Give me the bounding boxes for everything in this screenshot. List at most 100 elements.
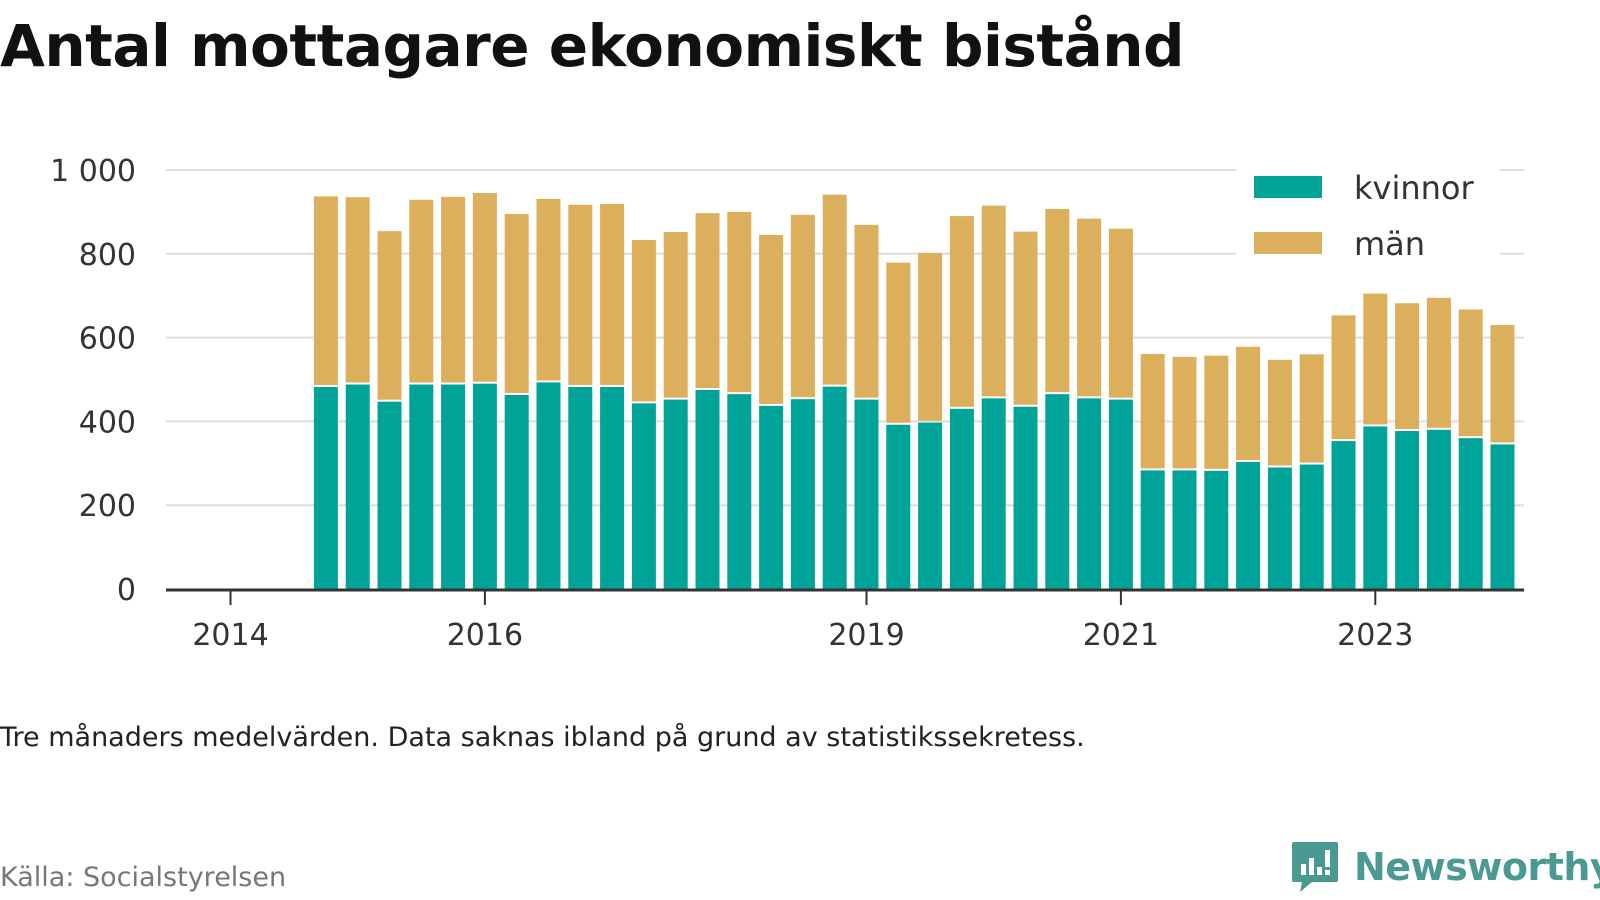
bar-man [631,239,656,402]
bar-kvinnor [1490,444,1515,589]
bar-man [1395,303,1420,430]
bar-kvinnor [377,401,402,589]
bar-man [1172,356,1197,469]
bar-man [886,262,911,423]
bar-man [727,211,752,393]
bar-man [1363,293,1388,425]
bar-man [472,193,497,382]
x-tick-label: 2016 [447,618,523,653]
bar-kvinnor [1299,464,1324,589]
legend-man-swatch [1254,232,1322,254]
x-tick-label: 2023 [1337,618,1413,653]
bar-kvinnor [472,383,497,589]
bar-kvinnor [790,399,815,589]
bar-kvinnor [886,424,911,589]
y-tick-label: 400 [79,405,136,440]
bar-man [949,216,974,407]
legend-kvinnor-swatch [1254,176,1322,198]
bar-man [345,197,370,383]
newsworthy-logo-icon [1292,842,1338,892]
bar-man [790,214,815,398]
source-label: Källa: Socialstyrelsen [0,862,287,893]
bar-kvinnor [949,408,974,589]
bar-kvinnor [1267,467,1292,589]
bar-kvinnor [1363,426,1388,589]
bar-kvinnor [1077,398,1102,589]
newsworthy-logo: Newsworthy [1290,840,1600,894]
bar-man [854,224,879,398]
y-tick-label: 1 000 [50,154,136,189]
chart-note: Tre månaders medelvärden. Data saknas ib… [0,722,1085,753]
bar-man [1458,309,1483,437]
x-tick-label: 2014 [192,618,268,653]
y-tick-label: 200 [79,489,136,524]
brand-name: Newsworthy [1354,845,1600,889]
bar-kvinnor [1458,438,1483,589]
bar-kvinnor [313,387,338,589]
bar-kvinnor [1395,431,1420,589]
bar-man [1013,231,1038,405]
legend-man-label: män [1354,225,1425,263]
stacked-bar-chart: 0 200 400 600 800 1 000 2014 2016 2019 2021 2023 k… [50,154,1524,653]
x-tick-label: 2019 [828,618,904,653]
bar-man [1204,355,1229,469]
bar-man [1108,228,1133,398]
bar-kvinnor [441,384,466,589]
bar-kvinnor [345,384,370,589]
bar-kvinnor [1140,470,1165,589]
bar-kvinnor [600,387,625,589]
bar-kvinnor [1204,470,1229,589]
bar-man [536,198,561,381]
y-tick-label: 800 [79,238,136,273]
bar-man [377,231,402,400]
bar-man [1426,297,1451,428]
bar-man [1140,353,1165,469]
bar-man [409,199,434,383]
bar-kvinnor [1236,462,1261,589]
bar-kvinnor [1108,399,1133,589]
bar-kvinnor [568,387,593,589]
bar-man [981,205,1006,397]
bar-man [759,234,784,404]
bar-kvinnor [1426,429,1451,589]
bar-man [1490,325,1515,443]
bar-kvinnor [1331,441,1356,589]
bar-man [600,203,625,386]
bar-man [504,213,529,394]
bar-man [663,232,688,398]
legend-kvinnor-label: kvinnor [1354,169,1475,207]
bar-man [313,196,338,386]
bar-man [1236,346,1261,461]
bars [313,193,1515,589]
bar-man [918,252,943,421]
bar-man [441,196,466,383]
bar-kvinnor [854,399,879,589]
bar-kvinnor [536,382,561,589]
bar-kvinnor [981,398,1006,589]
bar-kvinnor [1172,470,1197,589]
bar-kvinnor [504,395,529,589]
axes: 0 200 400 600 800 1 000 2014 2016 2019 2021 2023 [50,154,1524,653]
bar-man [1267,359,1292,466]
bar-kvinnor [727,394,752,589]
bar-kvinnor [759,405,784,589]
bar-man [1077,218,1102,397]
bar-man [1331,315,1356,440]
bar-kvinnor [663,399,688,589]
y-tick-label: 600 [79,322,136,357]
bar-kvinnor [1045,394,1070,589]
bar-kvinnor [695,389,720,589]
y-tick-label: 0 [117,573,136,608]
x-tick-label: 2021 [1083,618,1159,653]
chart-title: Antal mottagare ekonomiskt bistånd [0,12,1185,80]
bar-kvinnor [822,386,847,589]
bar-man [822,194,847,385]
bar-kvinnor [409,384,434,589]
legend: kvinnor män [1236,162,1500,263]
bar-man [695,213,720,388]
bar-kvinnor [631,403,656,589]
bar-kvinnor [918,422,943,589]
bar-man [1299,354,1324,463]
bar-kvinnor [1013,406,1038,589]
bar-man [568,204,593,386]
